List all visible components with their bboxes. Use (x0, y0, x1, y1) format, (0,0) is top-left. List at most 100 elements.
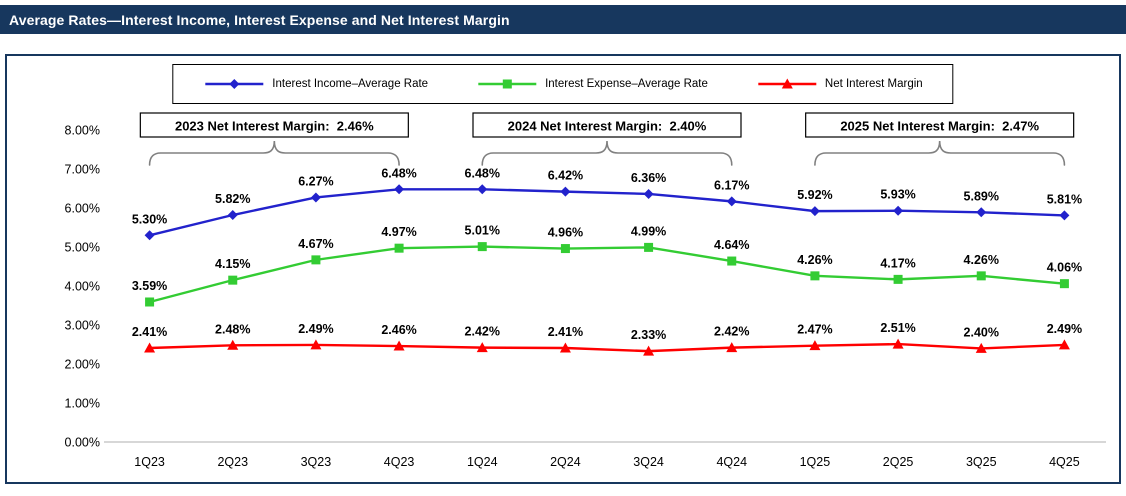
marker-triangle (892, 338, 904, 349)
series-line (149, 188, 1065, 237)
y-tick-label: 2.00% (65, 358, 100, 372)
marker-diamond (726, 196, 737, 207)
x-tick-label: 3Q24 (633, 455, 664, 469)
data-label: 5.01% (465, 224, 500, 238)
marker-square (727, 256, 737, 266)
marker-diamond (229, 79, 240, 89)
data-label: 4.96% (548, 226, 583, 240)
data-label: 4.15% (215, 257, 250, 271)
data-label: 2.47% (797, 323, 832, 337)
chart-plot: 0.00% 1.00% 2.00% 3.00% 4.00% 5.00% 6.00% 7.00%… (65, 112, 1106, 469)
marker-triangle (1058, 339, 1070, 350)
x-tick-label: 1Q24 (467, 455, 498, 469)
legend-marker-diamond (205, 79, 264, 89)
marker-triangle (227, 339, 239, 350)
marker-diamond (1059, 210, 1070, 221)
data-label: 5.93% (880, 188, 915, 202)
annotation-label: 2025 Net Interest Margin: 2.47% (840, 119, 1039, 134)
marker-triangle (559, 342, 571, 353)
marker-diamond (227, 210, 238, 221)
data-label: 4.26% (797, 253, 832, 267)
data-label: 4.06% (1047, 261, 1082, 275)
marker-square (502, 79, 512, 89)
data-label: 4.67% (298, 237, 333, 251)
x-tick-label: 2Q23 (217, 455, 248, 469)
data-label: 5.81% (1047, 192, 1082, 206)
marker-square (893, 274, 903, 284)
marker-triangle (975, 342, 987, 353)
data-label: 6.42% (548, 169, 583, 183)
data-label: 6.48% (465, 166, 500, 180)
marker-square (644, 242, 654, 252)
marker-square (477, 242, 487, 252)
data-label: 6.17% (714, 178, 749, 192)
marker-diamond (976, 207, 987, 218)
x-tick-label: 4Q23 (384, 455, 415, 469)
marker-diamond (643, 188, 654, 199)
annotation-label: 2024 Net Interest Margin: 2.40% (508, 119, 707, 134)
data-label: 4.17% (880, 256, 915, 270)
legend-item: Interest Income–Average Rate (203, 77, 428, 91)
series-line (149, 342, 1065, 353)
marker-diamond (310, 192, 321, 203)
marker-triangle (393, 340, 405, 351)
legend-label: Net Interest Margin (824, 78, 923, 90)
year-bracket (148, 140, 400, 166)
x-tick-label: 3Q23 (301, 455, 332, 469)
chart-legend: Interest Income–Average Rate Interest Exp… (172, 64, 954, 104)
marker-triangle (310, 339, 322, 350)
marker-triangle (144, 342, 156, 353)
year-bracket (814, 140, 1066, 166)
legend-label: Interest Income–Average Rate (272, 78, 429, 90)
legend-item: Net Interest Margin (756, 77, 923, 91)
data-label: 2.41% (132, 325, 167, 339)
data-label: 2.41% (548, 325, 583, 339)
data-label: 2.42% (465, 325, 500, 339)
plot-area: 0.00% 1.00% 2.00% 3.00% 4.00% 5.00% 6.00% 7.00%… (8, 110, 1118, 480)
data-label: 2.51% (880, 321, 915, 335)
data-label: 5.82% (215, 192, 250, 206)
marker-diamond (893, 205, 904, 216)
marker-diamond (560, 186, 571, 197)
legend-marker-square (478, 79, 537, 89)
y-tick-label: 3.00% (65, 319, 100, 333)
data-label: 2.49% (1047, 322, 1082, 336)
data-label: 5.89% (964, 189, 999, 203)
data-label: 2.40% (964, 325, 999, 339)
x-tick-label: 3Q25 (966, 455, 997, 469)
marker-triangle (781, 78, 793, 89)
data-label: 2.42% (714, 325, 749, 339)
marker-square (394, 243, 404, 253)
x-tick-label: 2Q24 (550, 455, 581, 469)
legend-label: Interest Expense–Average Rate (545, 78, 708, 90)
data-label: 4.26% (964, 253, 999, 267)
data-label: 2.46% (381, 323, 416, 337)
data-label: 6.48% (381, 166, 416, 180)
marker-square (311, 255, 321, 265)
data-label: 2.48% (215, 322, 250, 336)
x-tick-label: 1Q25 (800, 455, 831, 469)
marker-triangle (476, 342, 488, 353)
page-title: Average Rates—Interest Income, Interest … (0, 5, 1126, 34)
legend-marker-triangle (757, 78, 816, 89)
data-label: 4.64% (714, 238, 749, 252)
marker-diamond (394, 184, 405, 195)
annotation-box (805, 112, 1075, 138)
series-line (149, 245, 1065, 304)
year-bracket (481, 140, 733, 166)
annotation-box (472, 112, 742, 138)
marker-square (560, 244, 570, 254)
marker-triangle (809, 340, 821, 351)
data-label: 2.33% (631, 328, 666, 342)
legend-item: Interest Expense–Average Rate (476, 77, 708, 91)
marker-triangle (643, 345, 655, 356)
x-tick-label: 2Q25 (883, 455, 914, 469)
y-tick-label: 0.00% (65, 436, 100, 450)
y-tick-label: 5.00% (65, 241, 100, 255)
data-label: 2.49% (298, 322, 333, 336)
data-label: 6.27% (298, 174, 333, 188)
marker-square (228, 275, 238, 285)
marker-diamond (144, 230, 155, 241)
marker-diamond (809, 206, 820, 217)
data-label: 4.97% (381, 225, 416, 239)
